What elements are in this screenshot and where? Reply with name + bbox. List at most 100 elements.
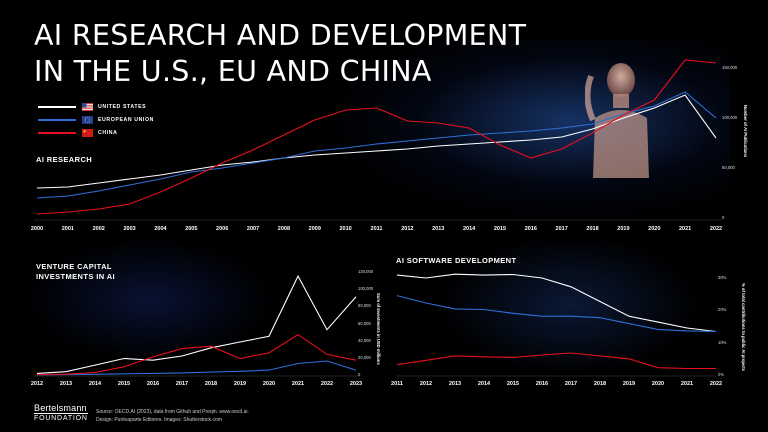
venture-chart-title: VENTURE CAPITAL INVESTMENTS IN AI [36, 262, 116, 281]
legend-line-eu [38, 119, 76, 121]
software-x-tick: 2020 [651, 381, 665, 387]
source-line-2: Design: Puntoaparte Editores. Images: Sh… [96, 417, 222, 423]
venture-y-tick: 100,000 [358, 286, 374, 292]
software-y-tick: 30% [718, 275, 727, 280]
venture-x-tick: 2017 [175, 381, 189, 387]
chart-layer [36, 59, 717, 376]
china-flag-icon [82, 129, 93, 137]
software-x-tick: 2017 [564, 381, 578, 387]
research-y-tick: 150,000 [722, 65, 738, 70]
venture-x-tick: 2013 [59, 381, 73, 387]
bertelsmann-logo: Bertelsmann FOUNDATION [34, 403, 88, 423]
venture-series-china [36, 333, 357, 376]
research-x-tick: 2000 [30, 226, 44, 232]
background-glow-venture [30, 240, 270, 360]
venture-x-tick: 2015 [117, 381, 131, 387]
research-x-tick: 2017 [555, 226, 568, 232]
venture-x-tick: 2019 [233, 381, 247, 387]
software-x-tick: 2014 [477, 381, 491, 387]
logo-top-text: Bertelsmann [34, 403, 87, 413]
software-series-eu [396, 295, 717, 333]
research-x-tick: 2002 [92, 226, 105, 232]
software-x-tick: 2013 [448, 381, 462, 387]
research-x-tick: 2018 [586, 226, 599, 232]
software-x-tick: 2012 [419, 381, 433, 387]
venture-series-eu [36, 360, 357, 376]
venture-y-tick: 20,000 [358, 354, 371, 360]
research-x-tick: 2008 [277, 226, 291, 232]
software-x-tick: 2019 [622, 381, 636, 387]
venture-x-tick: 2021 [291, 381, 305, 387]
research-x-tick: 2011 [370, 226, 383, 232]
venture-x-tick: 2012 [30, 381, 44, 387]
legend-label-eu: EUROPEAN UNION [98, 117, 154, 123]
software-y-tick: 10% [718, 339, 727, 345]
software-series-china [396, 352, 716, 370]
software-x-tick: 2021 [680, 381, 694, 387]
legend-label-us: UNITED STATES [98, 104, 147, 110]
research-x-tick: 2014 [462, 226, 476, 232]
software-x-tick: 2015 [506, 381, 520, 387]
research-x-tick: 2019 [617, 226, 630, 232]
legend-item-us: UNITED STATES [38, 101, 154, 113]
research-chart-title: AI RESEARCH [36, 155, 93, 164]
research-x-tick: 2016 [524, 226, 537, 232]
venture-y-tick: 0 [358, 372, 361, 377]
title-line-1: AI RESEARCH AND DEVELOPMENT [34, 19, 527, 52]
research-x-tick: 2009 [308, 226, 321, 232]
page-title: AI RESEARCH AND DEVELOPMENT IN THE U.S.,… [34, 18, 526, 90]
software-x-tick: 2016 [535, 381, 549, 387]
research-x-tick: 2021 [679, 226, 692, 232]
legend-item-eu: EUROPEAN UNION [38, 114, 154, 126]
source-line-1: Source: OECD.AI (2023), data from Github… [96, 409, 249, 415]
legend: UNITED STATES EUROPEAN UNION CHINA [38, 101, 154, 140]
venture-x-tick: 2022 [320, 381, 334, 387]
research-x-tick: 2010 [339, 226, 352, 232]
research-x-tick: 2020 [648, 226, 661, 232]
legend-line-china [38, 132, 76, 134]
software-chart-title: AI SOFTWARE DEVELOPMENT [396, 256, 517, 265]
research-x-tick: 2005 [185, 226, 198, 232]
venture-y-tick: 40,000 [358, 337, 371, 343]
logo-bottom-text: FOUNDATION [34, 413, 88, 422]
venture-y-tick: 80,000 [358, 303, 371, 309]
software-x-tick: 2022 [709, 381, 723, 387]
venture-x-tick: 2014 [88, 381, 102, 387]
us-flag-icon [82, 103, 93, 111]
research-x-tick: 2022 [709, 226, 723, 232]
venture-x-tick: 2016 [146, 381, 160, 387]
research-x-tick: 2007 [246, 226, 260, 232]
research-x-tick: 2015 [493, 226, 507, 232]
research-x-tick: 2012 [401, 226, 414, 232]
background-glow-software [440, 235, 700, 375]
title-line-2: IN THE U.S., EU AND CHINA [34, 55, 432, 88]
research-y-tick: 0 [722, 215, 725, 220]
venture-x-tick: 2023 [349, 381, 363, 387]
software-y-tick: 0% [718, 372, 725, 377]
software-y-tick: 20% [718, 307, 727, 313]
research-series-china [36, 59, 717, 215]
venture-y-tick: 60,000 [358, 320, 371, 326]
venture-series-us [36, 274, 357, 374]
research-x-tick: 2001 [61, 226, 74, 232]
software-series-us [396, 273, 717, 333]
robot-illustration [585, 63, 649, 178]
source-note: Source: OECD.AI (2023), data from Github… [96, 408, 249, 424]
venture-x-tick: 2018 [204, 381, 218, 387]
research-x-tick: 2003 [123, 226, 136, 232]
legend-item-china: CHINA [38, 127, 154, 139]
research-y-tick: 100,000 [722, 115, 738, 120]
venture-y-tick: 120,000 [358, 269, 374, 274]
background-glow [330, 40, 730, 220]
legend-line-us [38, 106, 76, 108]
software-x-tick: 2018 [593, 381, 607, 387]
venture-x-tick: 2020 [262, 381, 276, 387]
research-x-tick: 2004 [154, 226, 167, 232]
research-x-tick: 2013 [432, 226, 445, 232]
research-x-tick: 2006 [216, 226, 229, 232]
legend-label-china: CHINA [98, 130, 118, 136]
eu-flag-icon [82, 116, 93, 124]
research-series-us [36, 94, 717, 189]
software-x-tick: 2011 [391, 381, 403, 387]
